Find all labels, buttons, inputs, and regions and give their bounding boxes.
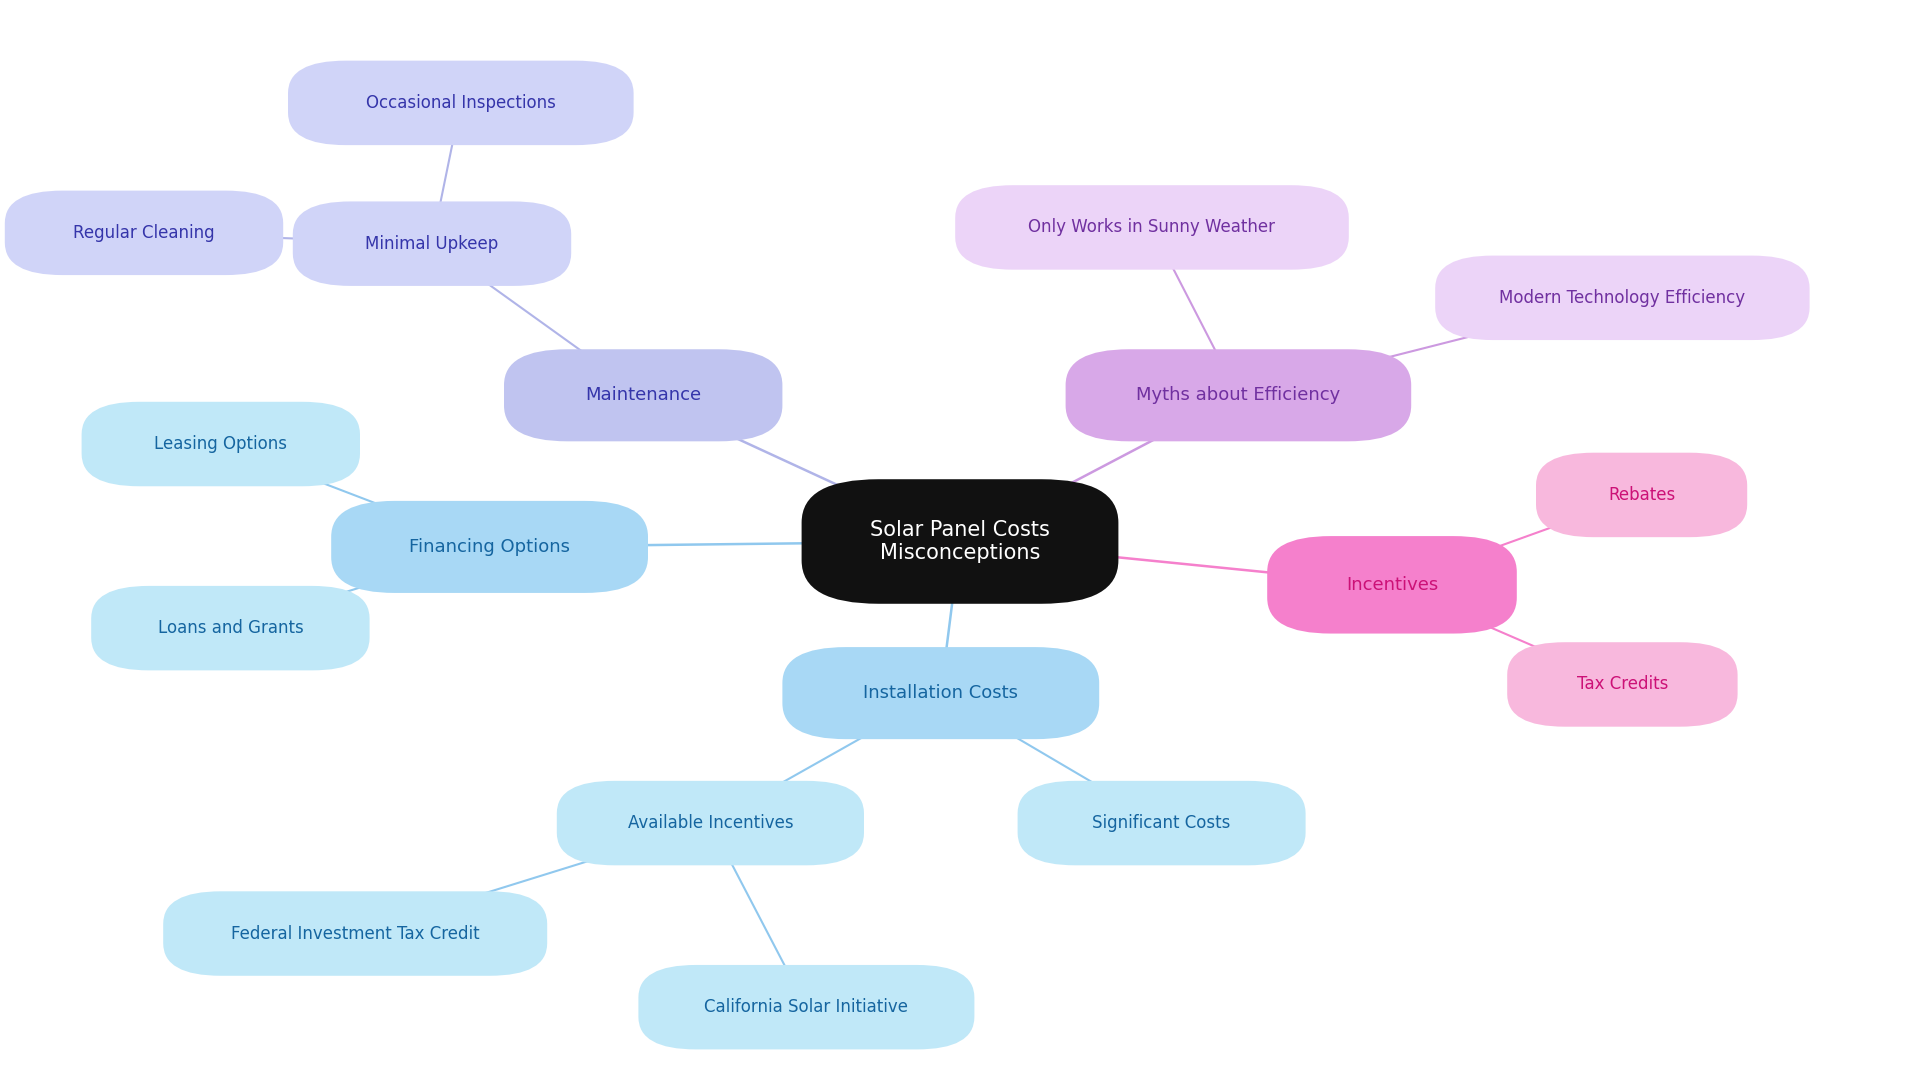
Text: Tax Credits: Tax Credits — [1576, 676, 1668, 693]
FancyBboxPatch shape — [954, 185, 1348, 270]
Text: Solar Panel Costs
Misconceptions: Solar Panel Costs Misconceptions — [870, 520, 1050, 563]
Text: Minimal Upkeep: Minimal Upkeep — [365, 235, 499, 252]
FancyBboxPatch shape — [1066, 349, 1411, 442]
FancyBboxPatch shape — [1018, 781, 1306, 865]
Text: Federal Investment Tax Credit: Federal Investment Tax Credit — [230, 925, 480, 942]
Text: Modern Technology Efficiency: Modern Technology Efficiency — [1500, 289, 1745, 306]
FancyBboxPatch shape — [503, 349, 783, 442]
FancyBboxPatch shape — [292, 201, 572, 286]
Text: Occasional Inspections: Occasional Inspections — [367, 94, 555, 112]
FancyBboxPatch shape — [1507, 642, 1738, 727]
FancyBboxPatch shape — [783, 648, 1098, 739]
FancyBboxPatch shape — [90, 586, 369, 670]
Text: Only Works in Sunny Weather: Only Works in Sunny Weather — [1029, 219, 1275, 236]
FancyBboxPatch shape — [801, 479, 1117, 604]
Text: Available Incentives: Available Incentives — [628, 814, 793, 832]
FancyBboxPatch shape — [288, 61, 634, 145]
Text: Maintenance: Maintenance — [586, 387, 701, 404]
Text: Installation Costs: Installation Costs — [864, 684, 1018, 702]
FancyBboxPatch shape — [163, 891, 547, 976]
FancyBboxPatch shape — [330, 500, 649, 593]
Text: Rebates: Rebates — [1607, 486, 1676, 504]
Text: Financing Options: Financing Options — [409, 538, 570, 556]
Text: Leasing Options: Leasing Options — [154, 435, 288, 453]
FancyBboxPatch shape — [1536, 453, 1747, 537]
Text: Myths about Efficiency: Myths about Efficiency — [1137, 387, 1340, 404]
Text: Loans and Grants: Loans and Grants — [157, 619, 303, 637]
FancyBboxPatch shape — [1434, 256, 1809, 340]
Text: Incentives: Incentives — [1346, 576, 1438, 593]
Text: Significant Costs: Significant Costs — [1092, 814, 1231, 832]
Text: California Solar Initiative: California Solar Initiative — [705, 999, 908, 1016]
FancyBboxPatch shape — [1267, 536, 1517, 634]
FancyBboxPatch shape — [637, 965, 973, 1049]
FancyBboxPatch shape — [4, 191, 284, 275]
Text: Regular Cleaning: Regular Cleaning — [73, 224, 215, 242]
FancyBboxPatch shape — [81, 402, 361, 486]
FancyBboxPatch shape — [557, 781, 864, 865]
